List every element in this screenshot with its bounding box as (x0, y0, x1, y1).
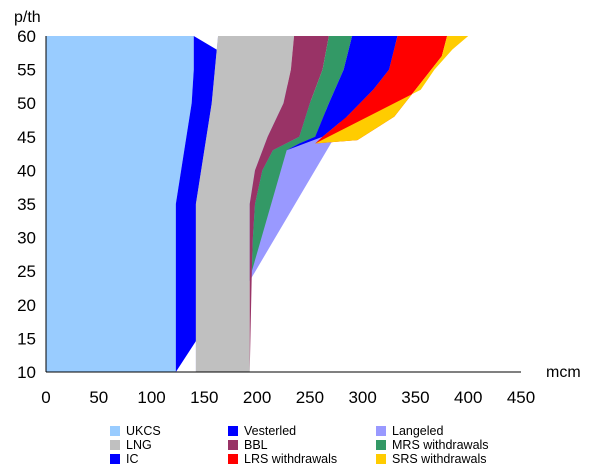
x-tick-label: 0 (41, 388, 50, 407)
legend-label: BBL (244, 438, 268, 452)
legend-swatch (376, 454, 386, 464)
y-tick-labels: 10 15 20 25 30 35 40 45 50 55 60 (17, 27, 36, 382)
legend-item: IC (110, 452, 139, 466)
legend-item: UKCS (110, 424, 161, 438)
legend-item: LNG (110, 438, 152, 452)
legend-item: Vesterled (228, 424, 296, 438)
y-tick-label: 50 (17, 94, 36, 113)
area-lng (195, 36, 295, 372)
area-ukcs (46, 36, 194, 372)
x-tick-label: 300 (348, 388, 376, 407)
y-tick-label: 40 (17, 161, 36, 180)
y-tick-label: 10 (17, 363, 36, 382)
y-tick-label: 55 (17, 61, 36, 80)
x-tick-label: 250 (296, 388, 324, 407)
area-mrs-withdrawals (251, 36, 353, 272)
legend-swatch (110, 454, 120, 464)
legend-item: LRS withdrawals (228, 452, 337, 466)
y-tick-label: 20 (17, 296, 36, 315)
x-tick-label: 100 (137, 388, 165, 407)
y-axis-title: p/th (14, 9, 41, 26)
legend-swatch (110, 426, 120, 436)
legend-label: IC (126, 452, 139, 466)
y-tick-label: 30 (17, 229, 36, 248)
x-tick-label: 400 (454, 388, 482, 407)
legend-swatch (110, 440, 120, 450)
legend-item: MRS withdrawals (376, 438, 489, 452)
legend-item: SRS withdrawals (376, 452, 486, 466)
y-tick-label: 15 (17, 329, 36, 348)
legend-label: UKCS (126, 424, 161, 438)
y-tick-label: 60 (17, 27, 36, 46)
legend-swatch (228, 440, 238, 450)
legend-label: LNG (126, 438, 152, 452)
x-tick-label: 350 (401, 388, 429, 407)
legend-label: Vesterled (244, 424, 297, 438)
legend-label: SRS withdrawals (392, 452, 487, 466)
legend-label: LRS withdrawals (244, 452, 338, 466)
legend-item: BBL (228, 438, 268, 452)
legend-swatch (228, 454, 238, 464)
legend-swatch (228, 426, 238, 436)
area-ic (286, 36, 398, 151)
series-areas (46, 36, 469, 372)
x-tick-label: 150 (190, 388, 218, 407)
x-tick-label: 450 (507, 388, 535, 407)
y-tick-label: 35 (17, 195, 36, 214)
area-lrs-withdrawals (315, 36, 448, 144)
legend-item: Langeled (376, 424, 443, 438)
x-axis-title: mcm (546, 364, 581, 381)
area-bbl (249, 36, 329, 372)
legend-swatch (376, 440, 386, 450)
y-tick-label: 45 (17, 128, 36, 147)
y-tick-label: 25 (17, 262, 36, 281)
x-tick-label: 50 (89, 388, 108, 407)
legend-label: Langeled (392, 424, 444, 438)
legend-swatch (376, 426, 386, 436)
axes (45, 36, 521, 373)
x-tick-label: 200 (243, 388, 271, 407)
area-srs-withdrawals (315, 36, 469, 144)
x-tick-labels: 0 50 100 150 200 250 300 350 400 450 (41, 388, 535, 407)
legend-label: MRS withdrawals (392, 438, 489, 452)
